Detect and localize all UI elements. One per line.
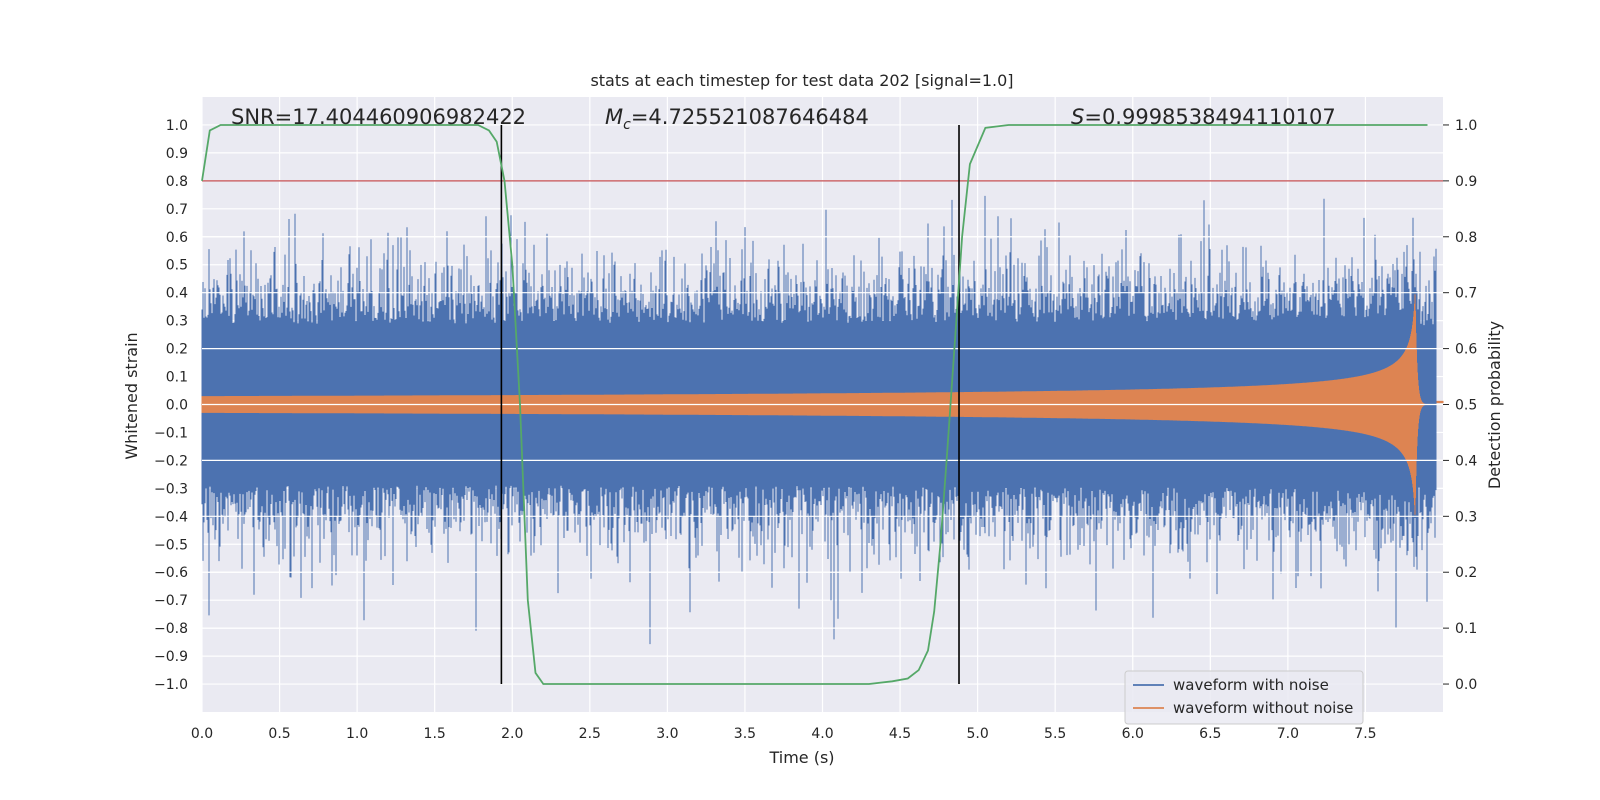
y-tick-label: −0.5 [154, 537, 188, 553]
series-line-detection-probability [201, 124, 1428, 685]
y-tick-label: 0.2 [166, 342, 188, 358]
x-tick-label: 4.0 [811, 726, 833, 742]
chirp-mass-symbol: M [605, 105, 623, 129]
significance-annotation: S=0.9998538494110107 [1071, 105, 1336, 129]
x-tick-label: 1.5 [424, 726, 446, 742]
y-axis-label: Whitened strain [122, 332, 141, 459]
y-tick-label: 0.0 [166, 398, 188, 414]
snr-annotation: SNR=17.404460906982422 [231, 105, 526, 129]
y2-tick-label: 0.7 [1455, 286, 1477, 302]
y2-axis-label: Detection probability [1485, 321, 1504, 489]
y2-tick-label: 0.8 [1455, 230, 1477, 246]
chart-title: stats at each timestep for test data 202… [590, 71, 1013, 90]
legend: waveform with noise waveform without noi… [1124, 670, 1364, 725]
x-tick-label: 5.0 [966, 726, 988, 742]
y2-tick-label: 0.1 [1455, 621, 1477, 637]
y-tick-label: −0.2 [154, 453, 188, 469]
y2-tick-label: 0.2 [1455, 565, 1477, 581]
legend-label-waveform-without-noise: waveform without noise [1173, 699, 1353, 717]
x-tick-label: 3.5 [734, 726, 756, 742]
y-tick-label: 0.1 [166, 370, 188, 386]
y-tick-label: −1.0 [154, 677, 188, 693]
legend-label-waveform-with-noise: waveform with noise [1173, 676, 1329, 694]
chirp-mass-subscript: c [623, 117, 631, 133]
x-tick-label: 0.0 [191, 726, 213, 742]
y2-tick-label: 0.9 [1455, 174, 1477, 190]
chirp-mass-annotation: Mc=4.725521087646484 [605, 105, 869, 133]
y-tick-label: 0.5 [166, 258, 188, 274]
x-axis-label: Time (s) [768, 748, 834, 767]
y-tick-label: 0.6 [166, 230, 188, 246]
y2-axis-ticks: 1.0 0.9 0.8 0.7 0.6 0.5 0.4 0.3 0.2 0.1 0.0 [1443, 118, 1477, 693]
y2-tick-label: 0.4 [1455, 453, 1477, 469]
x-tick-label: 3.0 [656, 726, 678, 742]
vertical-markers [500, 124, 960, 685]
x-tick-label: 1.0 [346, 726, 368, 742]
y2-tick-label: 0.0 [1455, 677, 1477, 693]
significance-symbol: S [1071, 105, 1084, 129]
y-tick-label: −0.4 [154, 509, 188, 525]
x-tick-label: 7.5 [1354, 726, 1376, 742]
y2-tick-label: 1.0 [1455, 118, 1477, 134]
y-tick-label: −0.3 [154, 481, 188, 497]
x-tick-label: 0.5 [268, 726, 290, 742]
x-tick-label: 6.5 [1199, 726, 1221, 742]
y2-tick-label: 0.6 [1455, 342, 1477, 358]
x-tick-label: 2.0 [501, 726, 523, 742]
x-tick-label: 5.5 [1044, 726, 1066, 742]
y-tick-label: 1.0 [166, 118, 188, 134]
x-tick-label: 4.5 [889, 726, 911, 742]
y-tick-label: −0.6 [154, 565, 188, 581]
y-tick-label: 0.9 [166, 146, 188, 162]
y2-tick-label: 0.5 [1455, 398, 1477, 414]
y-tick-label: 0.3 [166, 314, 188, 330]
y-tick-label: 0.8 [166, 174, 188, 190]
y-tick-label: −0.8 [154, 621, 188, 637]
chirp-mass-value: =4.725521087646484 [631, 105, 869, 129]
y-tick-label: −0.1 [154, 425, 188, 441]
y-tick-label: −0.9 [154, 649, 188, 665]
y2-tick-label: 0.3 [1455, 509, 1477, 525]
x-axis-ticks: 0.0 0.5 1.0 1.5 2.0 2.5 3.0 3.5 4.0 4.5 5.0 5.5 6.0 6… [191, 726, 1377, 742]
x-tick-label: 7.0 [1277, 726, 1299, 742]
y-tick-label: 0.7 [166, 202, 188, 218]
y-axis-ticks: 1.0 0.9 0.8 0.7 0.6 0.5 0.4 0.3 0.2 0.1 0.0 −0.1 −0.… [154, 118, 188, 693]
significance-value: =0.9998538494110107 [1084, 105, 1335, 129]
legend-box [1124, 670, 1364, 725]
x-tick-label: 2.5 [579, 726, 601, 742]
y-tick-label: −0.7 [154, 593, 188, 609]
y-tick-label: 0.4 [166, 286, 188, 302]
x-tick-label: 6.0 [1122, 726, 1144, 742]
